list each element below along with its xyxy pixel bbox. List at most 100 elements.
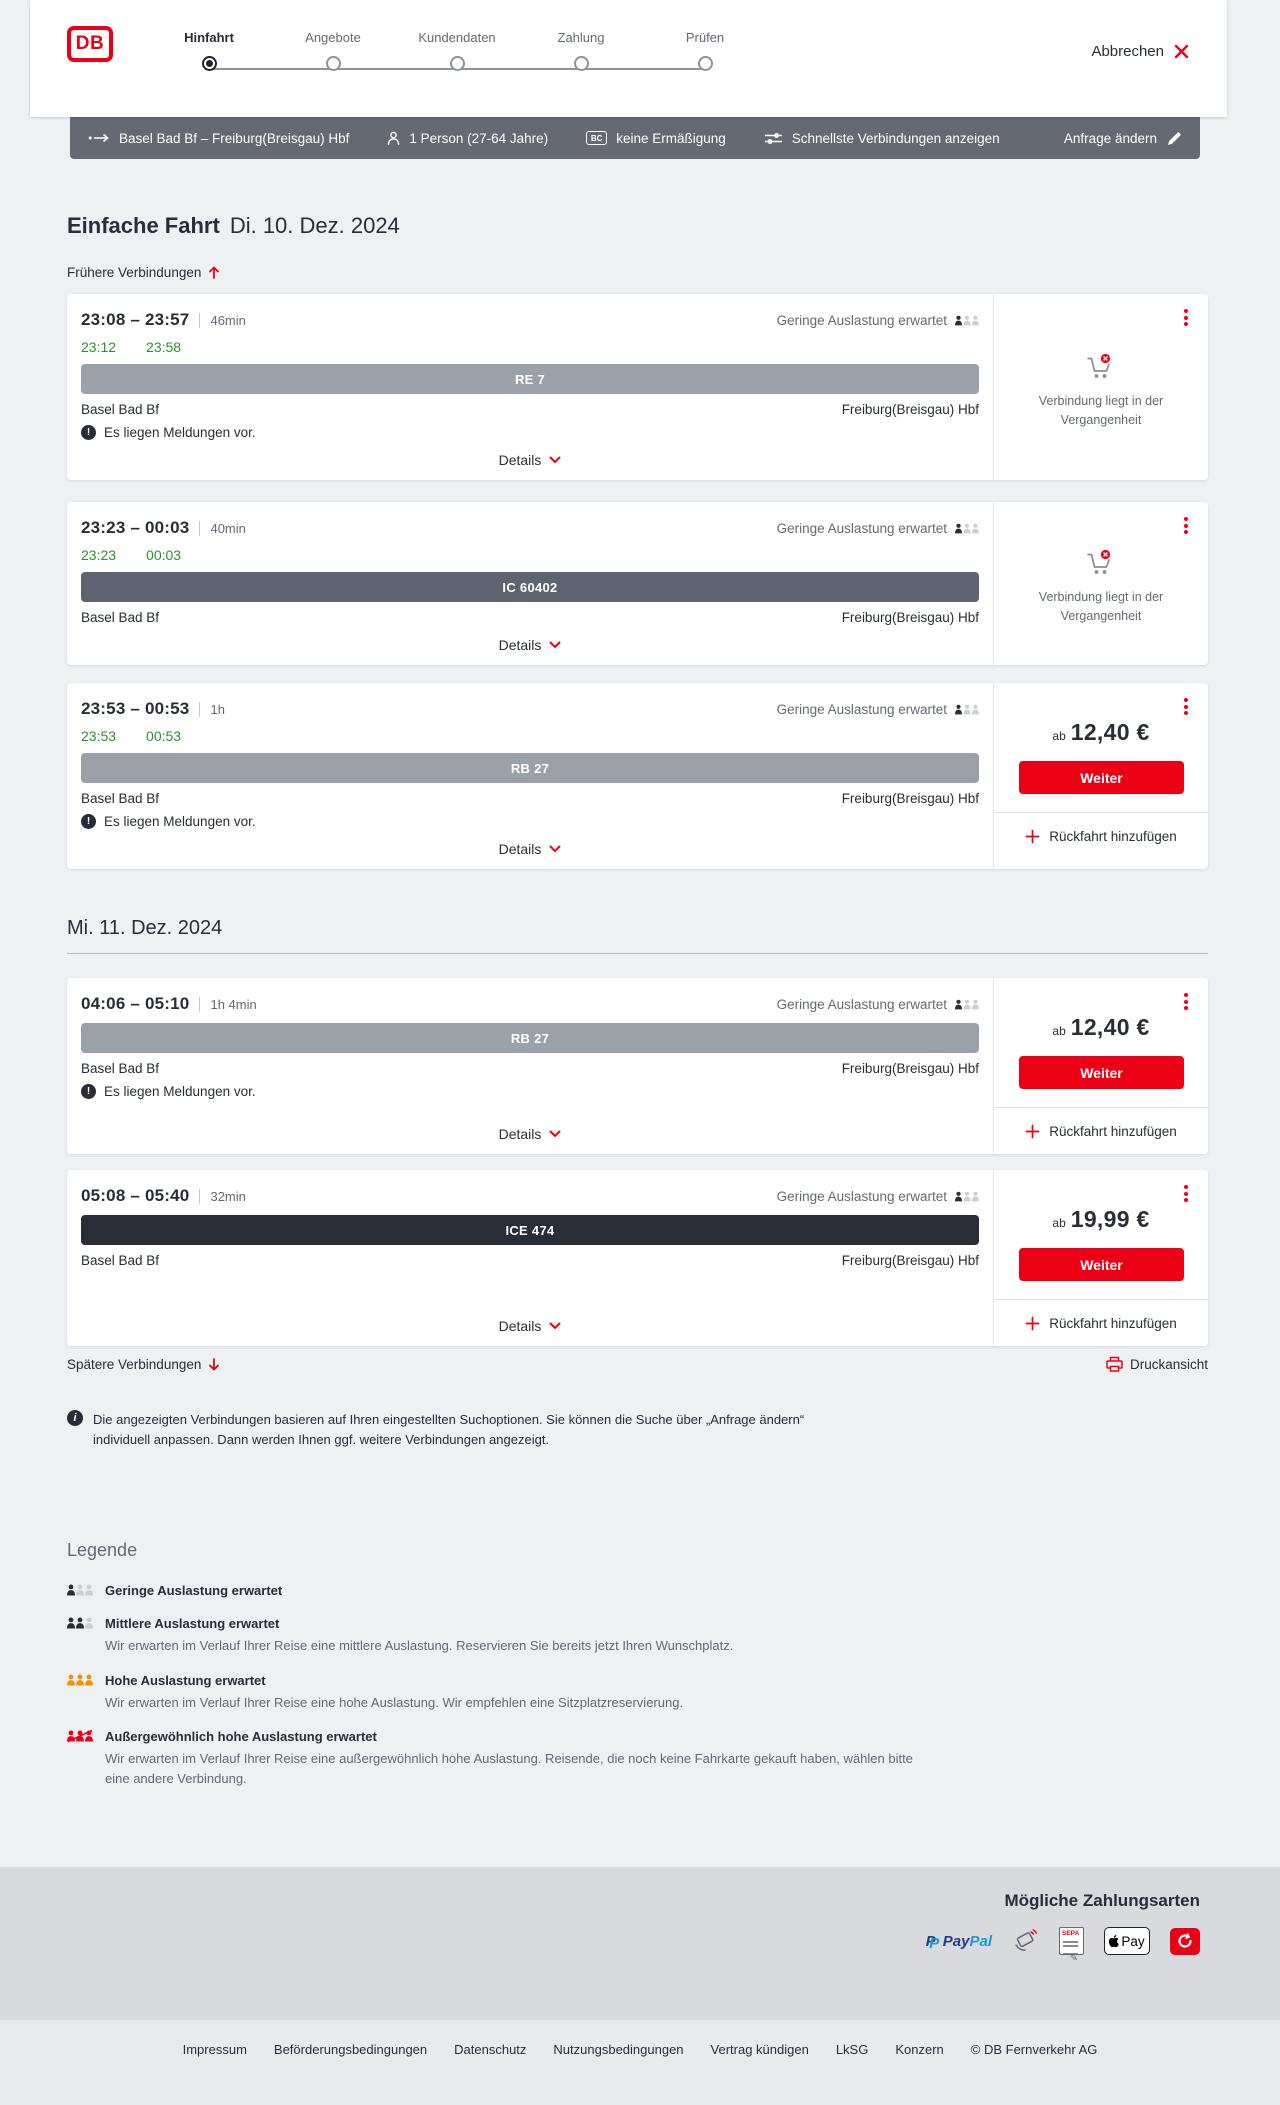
connection-times: 23:23 – 00:03	[81, 518, 190, 537]
occupancy-low-icon	[67, 1584, 93, 1596]
step-circle	[697, 56, 713, 71]
price-value: 12,40 €	[1070, 719, 1150, 745]
details-toggle[interactable]: Details	[81, 625, 979, 653]
footer-link-befoerderungsbedingungen[interactable]: Beförderungsbedingungen	[273, 2042, 428, 2057]
plus-icon	[1025, 1124, 1040, 1138]
train-line-bar: RE 7	[81, 364, 979, 394]
step-zahlung: Zahlung	[519, 30, 643, 71]
continue-button[interactable]: Weiter	[1019, 1248, 1184, 1281]
realtime-departure: 23:12	[81, 339, 117, 355]
change-request-button[interactable]: Anfrage ändern	[1064, 131, 1182, 146]
step-label: Kundendaten	[418, 30, 496, 45]
fastest-connections-toggle[interactable]: Schnellste Verbindungen anzeigen	[764, 131, 1000, 146]
footer-link-vertrag-kuendigen[interactable]: Vertrag kündigen	[710, 2042, 809, 2057]
passenger-text: 1 Person (27-64 Jahre)	[409, 130, 549, 146]
connection-duration: 1h	[210, 701, 225, 717]
credit-card-contactless-icon	[1015, 1928, 1038, 1951]
step-kundendaten: Kundendaten	[395, 30, 519, 71]
pen-glyph: ✎	[1063, 1952, 1078, 1964]
options-menu-button[interactable]	[1182, 515, 1190, 536]
route-summary: Basel Bad Bf – Freiburg(Breisgau) Hbf	[88, 131, 349, 146]
step-label: Prüfen	[685, 30, 725, 45]
add-return-button[interactable]: Rückfahrt hinzufügen	[994, 1107, 1208, 1154]
add-return-button[interactable]: Rückfahrt hinzufügen	[994, 812, 1208, 859]
past-connection-text: Verbindung liegt in der Vergangenheit	[1038, 393, 1164, 427]
details-toggle[interactable]: Details	[81, 440, 979, 468]
destination-station: Freiburg(Breisgau) Hbf	[841, 610, 979, 625]
footer-link-konzern[interactable]: Konzern	[895, 2042, 944, 2057]
cancel-button[interactable]: Abbrechen	[1091, 43, 1189, 60]
bahncard-icon: BC	[586, 131, 608, 145]
realtime-arrival: 00:03	[146, 547, 182, 563]
origin-station: Basel Bad Bf	[81, 1253, 160, 1268]
train-label: ICE 474	[505, 1222, 555, 1238]
db-gutschein-icon	[1170, 1927, 1200, 1955]
details-toggle[interactable]: Details	[81, 1114, 979, 1142]
connection-duration: 40min	[210, 520, 246, 536]
legend-label: Außergewöhnlich hohe Auslastung erwartet	[105, 1729, 377, 1745]
cart-unavailable-icon	[1087, 550, 1111, 575]
realtime-departure: 23:53	[81, 728, 117, 744]
later-connections-link[interactable]: Spätere Verbindungen	[67, 1357, 220, 1372]
price-value: 19,99 €	[1070, 1206, 1150, 1232]
realtime-departure: 23:23	[81, 547, 117, 563]
details-toggle[interactable]: Details	[81, 829, 979, 857]
journey-arrow-icon	[88, 133, 109, 143]
message-text: Es liegen Meldungen vor.	[104, 814, 256, 829]
footer-link-nutzungsbedingungen[interactable]: Nutzungsbedingungen	[553, 2042, 684, 2057]
sliders-icon	[764, 132, 782, 144]
connection-times: 23:53 – 00:53	[81, 699, 190, 718]
legend-item-high: Hohe Auslastung erwartet Wir erwarten im…	[67, 1673, 1208, 1713]
footer-link-lksg[interactable]: LkSG	[835, 2042, 869, 2057]
realtime-times: 23:23 00:03	[81, 547, 979, 563]
print-view-link[interactable]: Druckansicht	[1106, 1356, 1208, 1372]
legend-desc: Wir erwarten im Verlauf Ihrer Reise eine…	[105, 1694, 684, 1710]
discount-text: keine Ermäßigung	[616, 130, 726, 146]
price-prefix: ab	[1052, 1024, 1066, 1038]
fastest-label: Schnellste Verbindungen anzeigen	[791, 130, 1000, 146]
realtime-arrival: 23:58	[146, 339, 182, 355]
apple-pay-logo: Pay	[1104, 1927, 1150, 1955]
info-icon: i	[67, 1410, 83, 1426]
chevron-down-icon	[549, 641, 561, 649]
connection-duration: 46min	[210, 312, 246, 328]
continue-button[interactable]: Weiter	[1019, 1056, 1184, 1089]
details-toggle[interactable]: Details	[81, 1306, 979, 1334]
footer-link-datenschutz[interactable]: Datenschutz	[454, 2042, 527, 2057]
earlier-connections-link[interactable]: Frühere Verbindungen	[67, 265, 220, 280]
sepa-lastschrift-icon: SEPA ✎	[1059, 1927, 1084, 1964]
cart-unavailable-icon	[1087, 353, 1111, 378]
step-pruefen: Prüfen	[643, 30, 767, 71]
trip-date: Di. 10. Dez. 2024	[229, 213, 400, 238]
price-prefix: ab	[1052, 1216, 1066, 1230]
train-line-bar: ICE 474	[81, 1215, 979, 1245]
connection-times: 23:08 – 23:57	[81, 310, 190, 329]
add-return-label: Rückfahrt hinzufügen	[1049, 1315, 1177, 1331]
continue-button[interactable]: Weiter	[1019, 761, 1184, 794]
options-menu-button[interactable]	[1182, 307, 1190, 328]
price: ab 12,40 €	[994, 719, 1208, 746]
options-menu-button[interactable]	[1182, 696, 1190, 717]
earlier-connections-label: Frühere Verbindungen	[67, 265, 202, 280]
options-menu-button[interactable]	[1182, 1183, 1190, 1204]
connection-card: 04:06 – 05:10 1h 4min Geringe Auslastung…	[67, 978, 1208, 1154]
past-connection-block: Verbindung liegt in der Vergangenheit	[994, 327, 1208, 448]
add-return-label: Rückfahrt hinzufügen	[1049, 828, 1177, 844]
train-line-bar: IC 60402	[81, 572, 979, 602]
step-label: Zahlung	[557, 30, 605, 45]
connection-duration: 1h 4min	[210, 996, 257, 1012]
step-circle	[325, 56, 341, 71]
occupancy-mid-icon	[67, 1617, 93, 1629]
legend: Legende Geringe Auslastung erwartet Mitt…	[67, 1540, 1208, 1788]
apple-icon	[1109, 1935, 1120, 1947]
occupancy-icon	[955, 999, 979, 1009]
train-label: RB 27	[510, 1030, 550, 1046]
occupancy-indicator: Geringe Auslastung erwartet	[777, 702, 979, 717]
connection-card-side: Verbindung liegt in der Vergangenheit	[993, 502, 1208, 665]
change-request-label: Anfrage ändern	[1063, 130, 1157, 146]
connection-times: 05:08 – 05:40	[81, 1186, 190, 1205]
add-return-button[interactable]: Rückfahrt hinzufügen	[994, 1299, 1208, 1346]
footer-link-impressum[interactable]: Impressum	[182, 2042, 247, 2057]
destination-station: Freiburg(Breisgau) Hbf	[841, 1253, 979, 1268]
options-menu-button[interactable]	[1182, 991, 1190, 1012]
